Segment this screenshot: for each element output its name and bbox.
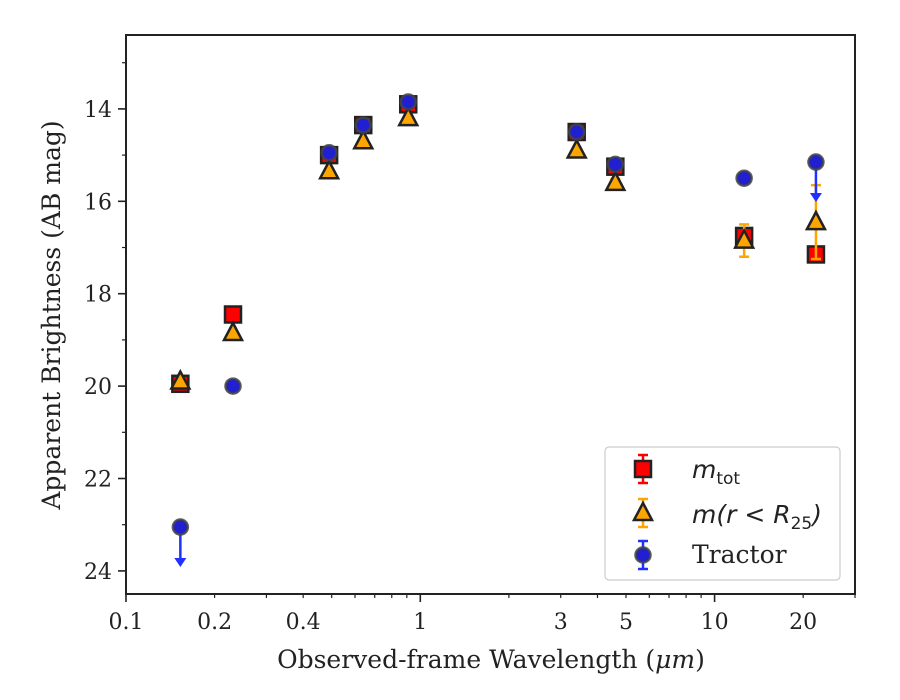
x-axis-label: Observed-frame Wavelength (μm) <box>277 645 705 674</box>
x-tick-label: 5 <box>619 610 633 635</box>
data-point-tractor <box>807 153 825 171</box>
x-tick-label: 1 <box>413 610 427 635</box>
x-tick-label: 20 <box>789 610 817 635</box>
legend-marker-mtot <box>633 459 653 479</box>
data-point-tractor <box>567 123 586 141</box>
axis-ticks: 0.1 0.2 0.4 1 3 5 10 20 14 16 18 20 22 24 <box>84 62 856 635</box>
legend-entry-mtot: mtot <box>692 455 740 489</box>
data-point-tractor <box>171 518 190 536</box>
y-tick-label: 16 <box>84 190 112 215</box>
y-tick-label: 18 <box>84 283 112 308</box>
data-point-tractor <box>320 144 338 162</box>
upper-limit-arrow-head <box>174 558 187 568</box>
x-tick-label: 0.4 <box>286 610 321 635</box>
data-point-tractor <box>399 93 417 111</box>
data-point-m-r25 <box>565 137 588 159</box>
data-point-m-r25 <box>169 368 192 390</box>
legend-entry-tractor: Tractor <box>692 540 787 569</box>
x-tick-label: 0.1 <box>109 610 144 635</box>
legend-box <box>604 446 841 581</box>
data-point-m-r25 <box>604 170 627 192</box>
x-tick-label: 3 <box>554 610 568 635</box>
legend: mtot m(r < R25) Tractor <box>604 446 841 581</box>
y-tick-label: 20 <box>84 375 112 400</box>
data-point-tractor <box>735 169 753 187</box>
series-tractor <box>171 93 825 568</box>
y-tick-label: 14 <box>84 98 112 123</box>
legend-entry-m-r25: m(r < R25) <box>692 500 822 534</box>
data-point-m-r25 <box>318 158 341 180</box>
upper-limit-arrow-head <box>809 193 822 203</box>
series-mtot <box>171 95 826 394</box>
legend-marker-tractor <box>634 546 652 564</box>
plot-frame <box>125 34 856 595</box>
data-point-mtot <box>223 305 243 324</box>
data-point-tractor <box>606 155 625 174</box>
x-tick-label: 0.2 <box>197 610 232 635</box>
y-tick-label: 22 <box>84 468 112 493</box>
data-point-tractor <box>224 377 242 395</box>
legend-marker-m-r25 <box>631 500 655 522</box>
y-axis-label: Apparent Brightness (AB mag) <box>37 120 66 510</box>
data-point-m-r25 <box>221 320 245 342</box>
legend-symbols <box>631 453 655 571</box>
data-point-m-r25 <box>352 128 375 150</box>
data-point-m-r25 <box>804 209 828 231</box>
data-point-tractor <box>354 116 373 134</box>
data-point-m-r25 <box>397 105 420 127</box>
data-point-m-r25 <box>733 227 756 249</box>
series-m-r25 <box>169 105 828 390</box>
x-tick-label: 10 <box>701 610 729 635</box>
y-tick-label: 24 <box>84 560 112 585</box>
data-marks <box>169 93 828 568</box>
